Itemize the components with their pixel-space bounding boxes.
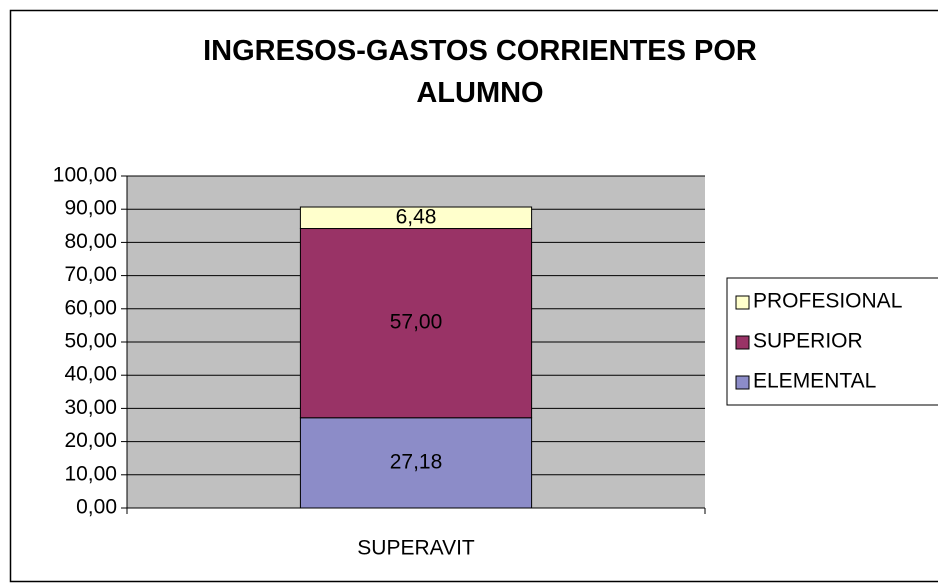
y-tick-label: 40,00 xyxy=(64,363,117,386)
y-tick-label: 100,00 xyxy=(53,164,117,187)
bar-segment xyxy=(299,206,533,230)
legend-label: SUPERIOR xyxy=(753,330,863,353)
legend-box xyxy=(726,277,938,406)
y-tick-label: 30,00 xyxy=(64,396,117,419)
chart-title: INGRESOS-GASTOS CORRIENTES POR ALUMNO xyxy=(203,35,757,109)
legend-label: ELEMENTAL xyxy=(753,370,876,393)
data-label: 57,00 xyxy=(390,311,443,334)
y-tick-label: 80,00 xyxy=(64,230,117,253)
y-tick-label: 90,00 xyxy=(64,197,117,220)
bar-segment xyxy=(299,417,533,509)
y-tick-label: 0,00 xyxy=(76,496,117,519)
legend-swatch xyxy=(735,375,750,390)
x-tick-label: SUPERAVIT xyxy=(357,537,475,560)
legend-swatch xyxy=(735,295,750,310)
bar-segment xyxy=(299,228,533,419)
y-tick-label: 70,00 xyxy=(64,263,117,286)
y-tick-label: 20,00 xyxy=(64,429,117,452)
data-label: 6,48 xyxy=(396,205,437,228)
y-tick-label: 60,00 xyxy=(64,296,117,319)
legend-swatch xyxy=(735,335,750,350)
y-tick-label: 50,00 xyxy=(64,330,117,353)
legend-label: PROFESIONAL xyxy=(753,290,902,313)
y-tick-label: 10,00 xyxy=(64,462,117,485)
data-label: 27,18 xyxy=(390,450,443,473)
